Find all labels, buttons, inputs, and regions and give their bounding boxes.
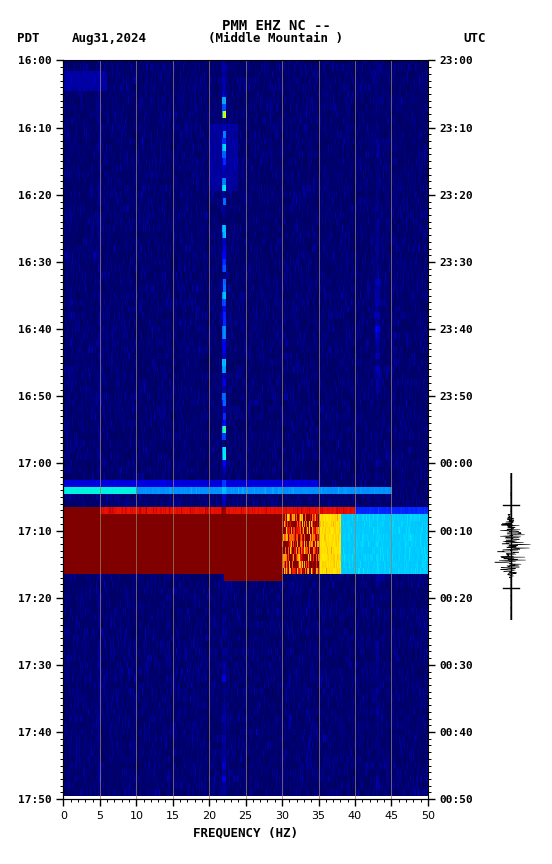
X-axis label: FREQUENCY (HZ): FREQUENCY (HZ): [193, 827, 298, 840]
Text: PMM EHZ NC --: PMM EHZ NC --: [221, 19, 331, 33]
Text: UTC: UTC: [464, 32, 486, 45]
Text: PDT: PDT: [17, 32, 39, 45]
Text: (Middle Mountain ): (Middle Mountain ): [209, 32, 343, 45]
Text: Aug31,2024: Aug31,2024: [72, 32, 147, 45]
